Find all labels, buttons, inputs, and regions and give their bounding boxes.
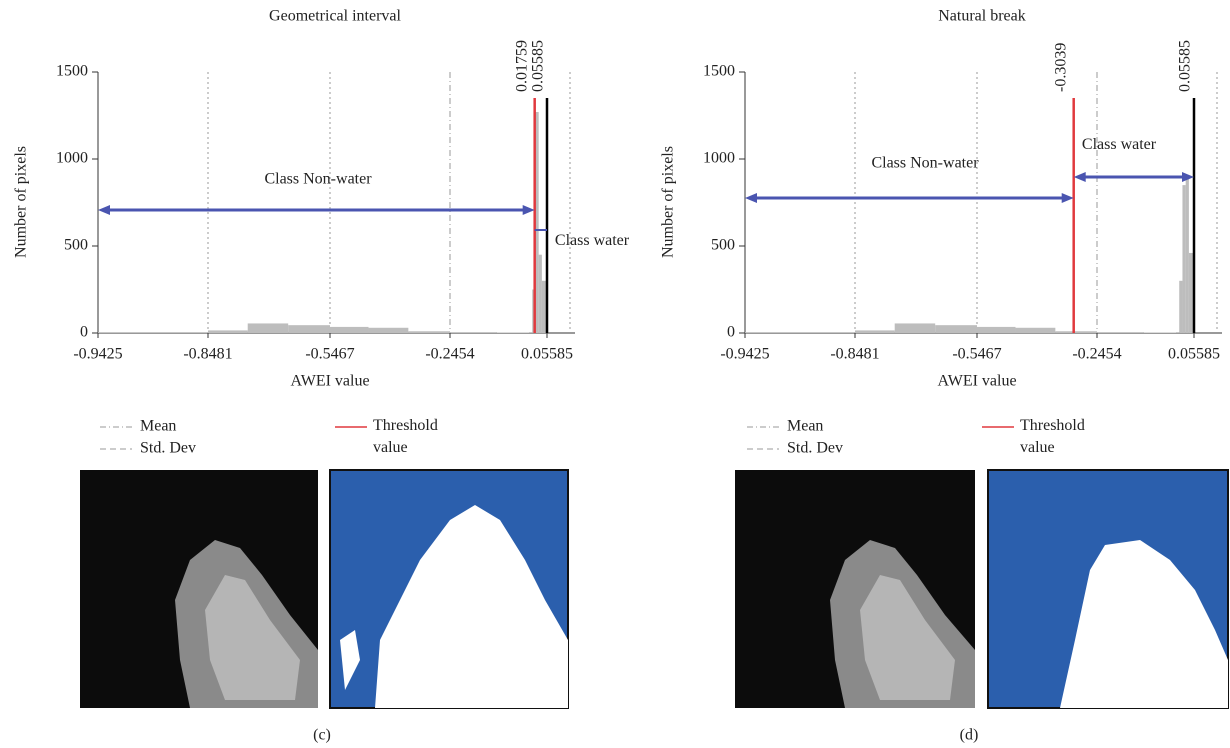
histogram-bar [1182,185,1185,333]
max-label: 0.05585 [1177,40,1194,92]
chart-title: Natural break [938,8,1026,25]
histogram-bar [855,330,895,333]
histogram-bar [330,327,369,333]
x-tick-label: -0.5467 [305,346,354,363]
histogram-bar [977,327,1016,333]
legend-label-box: Threshold value [373,415,453,465]
x-tick-label: -0.5467 [952,346,1001,363]
histogram-bar [1144,332,1176,333]
y-tick-label: 500 [64,237,88,254]
x-tick-label: 0.05585 [1168,346,1220,363]
y-axis-label: Number of pixels [13,146,30,258]
histogram-bar [539,255,542,333]
histogram-bar [1055,331,1097,333]
histogram-bar [288,325,330,333]
histogram-bar [529,332,532,333]
satellite-image [80,470,318,708]
histogram-bar [1016,328,1056,333]
x-axis-label: AWEI value [937,373,1016,390]
threshold-label: -0.3039 [1052,43,1069,92]
histogram-bar [369,328,409,333]
max-label: 0.05585 [530,40,547,92]
y-tick-label: 1500 [56,63,88,80]
y-tick-label: 0 [727,324,735,341]
y-axis-label: Number of pixels [660,146,677,258]
legend-label: Std. Dev [787,440,843,457]
annotation-box: Class water [547,230,637,280]
chart-title: Geometrical interval [269,8,401,25]
threshold-label: 0.01759 [513,40,530,92]
legend-label: Mean [787,418,823,435]
histogram-bar [1186,176,1189,333]
annotation: Class water [1059,134,1179,156]
caption: (c) [313,727,331,744]
histogram-bar [1097,332,1144,333]
histogram-bar [98,332,208,333]
legend-label: Std. Dev [140,440,196,457]
y-tick-label: 1500 [703,63,735,80]
annotation: Class Non-water [871,155,979,172]
histogram-bar [1179,281,1182,333]
caption: (d) [960,727,979,744]
legend-label: Threshold value [1020,415,1100,459]
x-tick-label: 0.05585 [521,346,573,363]
annotation-box: Class water [1059,134,1179,184]
legend-label-box: Threshold value [1020,415,1100,465]
histogram-bar [450,332,497,333]
histogram-bar [497,332,529,333]
x-tick-label: -0.8481 [183,346,232,363]
classified-image [330,470,568,708]
classified-image [988,470,1228,708]
x-axis-label: AWEI value [290,373,369,390]
histogram-bar [745,332,855,333]
figure: Geometrical interval 0 500 1000 1500 -0.9425 -… [0,0,1230,748]
histogram-bar [535,112,538,333]
satellite-image [735,470,975,708]
legend-label: Mean [140,418,176,435]
y-tick-label: 1000 [56,150,88,167]
histogram-bar [1176,332,1179,333]
x-tick-label: -0.9425 [720,346,769,363]
histogram-bar [208,330,248,333]
x-tick-label: -0.9425 [73,346,122,363]
histogram-bar [408,331,450,333]
x-tick-label: -0.8481 [830,346,879,363]
annotation: Class water [547,230,637,252]
y-tick-label: 500 [711,237,735,254]
annotation: Class Non-water [264,171,372,188]
histogram-bar [935,325,977,333]
x-tick-label: -0.2454 [1072,346,1121,363]
y-tick-label: 0 [80,324,88,341]
histogram-bar [248,323,288,333]
legend-label: Threshold value [373,415,453,459]
y-tick-label: 1000 [703,150,735,167]
x-tick-label: -0.2454 [425,346,474,363]
histogram-bar [895,323,935,333]
